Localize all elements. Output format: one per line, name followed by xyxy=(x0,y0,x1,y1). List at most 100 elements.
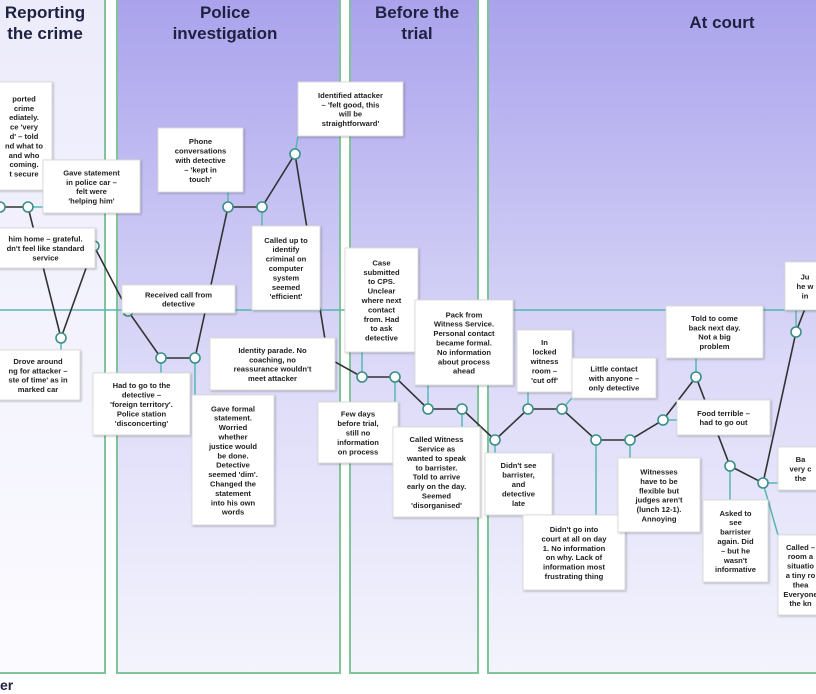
journey-point xyxy=(790,326,802,338)
note-text: still no xyxy=(346,429,371,438)
note-box xyxy=(702,499,769,583)
note-text: Called Witness xyxy=(410,435,464,444)
note-box xyxy=(297,81,404,137)
note-text: Everyone xyxy=(783,590,816,599)
note-text: seemed 'dim'. xyxy=(208,470,258,479)
note-box xyxy=(522,514,626,591)
journey-point xyxy=(757,477,769,489)
note-text: informative xyxy=(715,565,756,574)
note-text: again. Did xyxy=(717,537,754,546)
note-text: Identified attacker xyxy=(318,91,383,100)
journey-line xyxy=(0,151,816,485)
note-box xyxy=(571,357,657,399)
note-text: touch' xyxy=(189,175,212,184)
note-text: felt were xyxy=(76,187,107,196)
note-text: Few days xyxy=(341,410,375,419)
journey-point xyxy=(456,403,468,415)
note-text: statement xyxy=(215,489,251,498)
note-text: 'helping him' xyxy=(68,197,114,206)
connector xyxy=(762,482,779,536)
note-text: 1. No information xyxy=(543,544,606,553)
note-text: to ask xyxy=(371,324,394,333)
note-text: Ju xyxy=(801,273,810,282)
note-text: meet attacker xyxy=(248,374,297,383)
note-text: into his own xyxy=(211,498,256,507)
journey-point xyxy=(389,371,401,383)
note-text: identify xyxy=(272,245,300,254)
note-text: submitted xyxy=(363,268,400,277)
journey-point xyxy=(690,371,702,383)
footer-text: er xyxy=(0,677,14,693)
note-text: to barrister. xyxy=(416,463,458,472)
stage-title: Reporting xyxy=(5,3,85,22)
stage-title: trial xyxy=(401,24,432,43)
note-text: room – xyxy=(532,366,557,375)
note-text: Called up to xyxy=(264,236,308,245)
note-text: 'disorganised' xyxy=(411,501,462,510)
note-box xyxy=(676,399,771,436)
note-box xyxy=(784,261,816,311)
note-text: Called – xyxy=(786,543,815,552)
note-text: frustrating thing xyxy=(545,572,604,581)
note-text: nd what to xyxy=(5,141,43,150)
note-box xyxy=(92,372,191,436)
note-text: coaching, no xyxy=(249,355,296,364)
note-text: justice would xyxy=(208,442,257,451)
journey-point xyxy=(289,148,301,160)
journey-point xyxy=(155,352,167,364)
stage-title: investigation xyxy=(173,24,278,43)
note-box xyxy=(414,299,514,386)
stage-title: the crime xyxy=(7,24,83,43)
journey-point xyxy=(522,403,534,415)
journey-point xyxy=(590,434,602,446)
note-text: in xyxy=(802,291,809,300)
note-text: will be xyxy=(338,110,362,119)
note-text: 'efficient' xyxy=(270,292,303,301)
journey-point xyxy=(22,201,34,213)
note-text: Personal contact xyxy=(433,329,495,338)
note-text: statement. xyxy=(214,414,252,423)
note-text: detective – xyxy=(122,391,161,400)
note-text: information most xyxy=(543,563,605,572)
note-text: barrister, xyxy=(502,471,535,480)
note-text: ste of time' as in xyxy=(8,376,68,385)
note-text: became formal. xyxy=(436,339,492,348)
note-text: Told to come xyxy=(691,314,738,323)
note-text: late xyxy=(512,499,525,508)
note-text: contact xyxy=(368,305,395,314)
note-text: he w xyxy=(797,282,814,291)
note-text: wasn't xyxy=(723,556,748,565)
note-box xyxy=(209,337,336,391)
note-text: 'foreign territory'. xyxy=(110,400,173,409)
note-text: Detective xyxy=(216,461,250,470)
note-text: with anyone – xyxy=(588,374,639,383)
note-text: him home – grateful. xyxy=(8,235,82,244)
note-box xyxy=(157,127,244,193)
note-text: barrister xyxy=(720,528,751,537)
note-text: words xyxy=(221,508,244,517)
note-text: thea xyxy=(793,580,809,589)
note-text: room a xyxy=(788,552,814,561)
journey-point xyxy=(55,332,67,344)
note-text: Seemed xyxy=(422,492,451,501)
note-text: Gave statement xyxy=(63,168,120,177)
note-box xyxy=(617,457,701,533)
note-text: Didn't see xyxy=(501,461,537,470)
note-text: flexible but xyxy=(639,486,680,495)
note-text: with detective xyxy=(174,156,225,165)
note-text: about process xyxy=(438,357,490,366)
note-text: problem xyxy=(700,342,730,351)
journey-point xyxy=(624,434,636,446)
note-text: – 'felt good, this xyxy=(322,100,380,109)
journey-point xyxy=(724,460,736,472)
note-text: before trial, xyxy=(337,419,378,428)
note-text: Identity parade. No xyxy=(238,346,307,355)
note-text: very c xyxy=(790,465,812,474)
note-text: had to go out xyxy=(699,418,748,427)
note-text: early on the day. xyxy=(407,482,466,491)
journey-point xyxy=(222,201,234,213)
note-text: detective xyxy=(365,334,398,343)
note-text: whether xyxy=(217,433,247,442)
note-box xyxy=(0,349,81,401)
